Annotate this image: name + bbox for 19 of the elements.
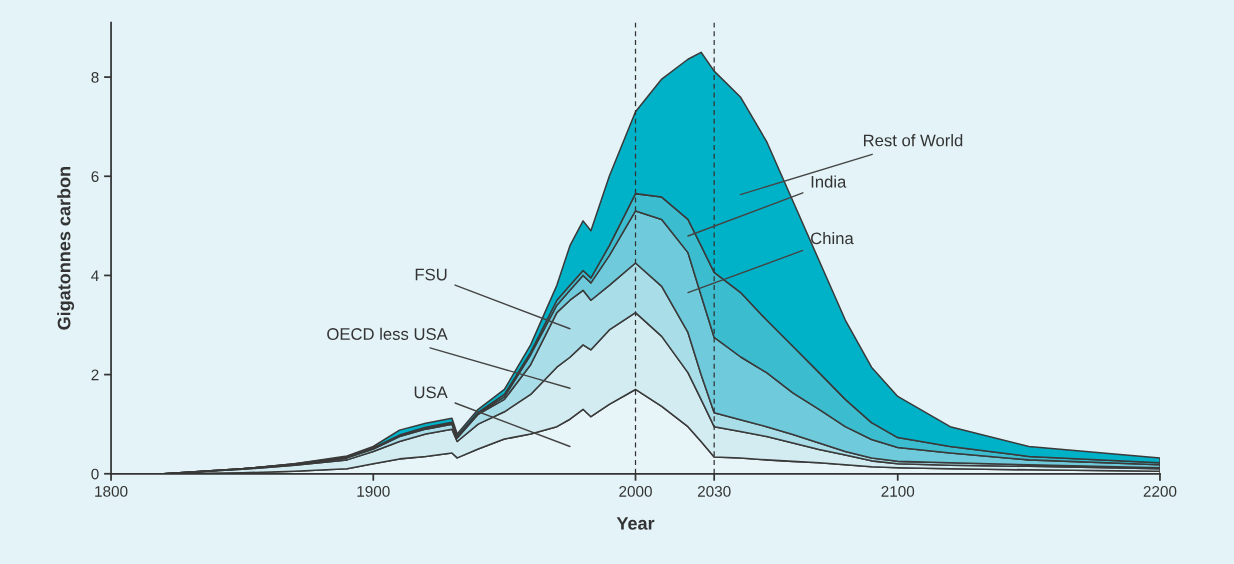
annotation: FSU xyxy=(415,268,447,281)
annotation: India xyxy=(811,175,847,188)
y-tick-label: 8 xyxy=(91,71,99,83)
y-axis-title: Gigatonnes carbon xyxy=(57,167,75,330)
x-tick-label: 1800 xyxy=(95,485,128,497)
x-axis-title: Year xyxy=(616,517,655,530)
y-tick-label: 6 xyxy=(91,171,99,182)
annotation: USA xyxy=(414,386,448,399)
annotation: China xyxy=(811,231,854,245)
y-tick-label: 0 xyxy=(91,468,99,480)
y-tick-label: 2 xyxy=(91,369,99,381)
y-tick-label: 4 xyxy=(91,270,99,281)
x-tick-label: 1900 xyxy=(357,485,390,497)
annotation: OECD less USA xyxy=(327,327,448,340)
x-tick-label: 2030 xyxy=(697,485,731,497)
x-tick-label: 2100 xyxy=(881,485,915,497)
x-tick-label: 2200 xyxy=(1143,485,1177,497)
annotation: Rest of World xyxy=(863,134,963,147)
x-tick-label: 2000 xyxy=(619,485,652,497)
